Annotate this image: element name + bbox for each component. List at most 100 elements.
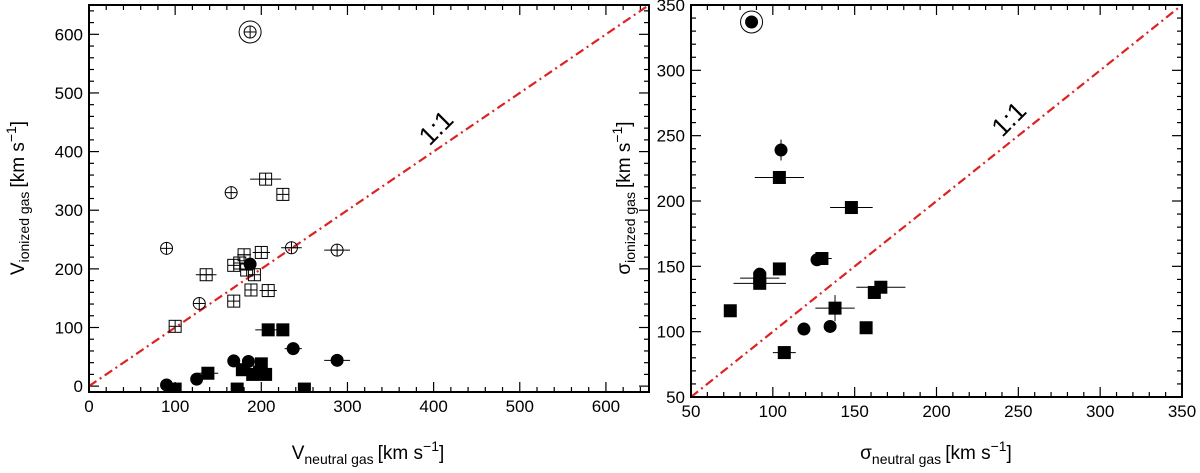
filled-square-point	[772, 262, 786, 276]
filled-square-point	[754, 170, 804, 184]
left-y-axis-sup: −1	[3, 126, 19, 142]
right-y-axis-close: ]	[614, 121, 635, 126]
open-circle-point	[192, 296, 206, 310]
left-x-axis-sub: neutral gas	[304, 451, 373, 467]
filled-square-point	[197, 366, 219, 380]
filled-circle-point	[823, 319, 837, 333]
filled-square-point	[815, 295, 855, 322]
y-tick-label: 200	[657, 192, 685, 211]
right-y-axis-main: σ	[614, 263, 635, 275]
y-tick-label: 300	[657, 61, 685, 80]
left-x-axis-main: V	[292, 443, 305, 464]
filled-circle-point	[324, 353, 351, 367]
y-tick-label: 50	[666, 388, 685, 407]
one-to-one-line	[89, 5, 649, 388]
y-tick-label: 150	[657, 257, 685, 276]
right-y-axis-title: σionized gas [km s−1]	[609, 121, 638, 274]
right-x-axis-unit: [km s	[945, 443, 990, 464]
left-one-to-one-label: 1:1	[412, 104, 459, 151]
open-square-point	[244, 283, 258, 297]
right-y-axis-sub: ionized gas	[622, 192, 638, 263]
open-square-point	[240, 263, 254, 277]
open-square-point	[227, 294, 241, 308]
x-tick-label: 300	[1086, 402, 1114, 421]
x-tick-label: 150	[840, 402, 868, 421]
y-tick-label: 300	[55, 201, 83, 220]
filled-square-point	[276, 323, 290, 337]
y-tick-label: 350	[657, 0, 685, 15]
right-y-axis-sup: −1	[609, 126, 625, 142]
y-tick-label: 100	[657, 323, 685, 342]
open-circle-point	[160, 241, 174, 255]
left-plot-frame	[88, 4, 650, 393]
x-tick-label: 200	[922, 402, 950, 421]
x-tick-label: 200	[247, 397, 275, 416]
left-y-axis-unit: [km s	[8, 142, 29, 187]
y-tick-label: 600	[55, 25, 83, 44]
filled-square-point	[859, 321, 873, 335]
filled-square-point	[812, 251, 832, 265]
filled-square-point	[168, 382, 182, 392]
right-x-axis-close: ]	[1007, 443, 1012, 464]
open-square-point	[195, 268, 217, 282]
ringed-circle-point	[740, 10, 764, 34]
right-x-axis-sub: neutral gas	[872, 451, 941, 467]
right-x-axis-sup: −1	[991, 438, 1007, 454]
filled-circle-point	[284, 342, 302, 356]
left-x-axis-sup: −1	[423, 438, 439, 454]
x-tick-label: 0	[84, 397, 93, 416]
right-plot-area	[691, 5, 1182, 397]
x-tick-label: 350	[1168, 402, 1196, 421]
filled-square-point	[230, 382, 244, 392]
y-tick-label: 250	[657, 127, 685, 146]
ringed-circle-point	[238, 20, 262, 44]
filled-square-point	[255, 323, 282, 337]
x-tick-label: 250	[1004, 402, 1032, 421]
filled-square-point	[772, 346, 796, 360]
filled-square-point	[856, 280, 906, 294]
open-circle-point	[324, 243, 351, 257]
y-tick-label: 500	[55, 84, 83, 103]
left-x-axis-unit: [km s	[378, 443, 423, 464]
right-x-axis-title: σneutral gas [km s−1]	[860, 438, 1012, 467]
left-y-axis-main: V	[8, 262, 29, 275]
left-y-axis-title: Vionized gas [km s−1]	[3, 121, 32, 275]
y-tick-label: 0	[74, 377, 83, 396]
right-x-axis-main: σ	[860, 443, 872, 464]
open-square-point	[247, 268, 261, 282]
filled-square-point	[740, 271, 780, 285]
left-x-axis-title: Vneutral gas [km s−1]	[292, 438, 445, 467]
one-to-one-line	[691, 5, 1182, 397]
x-tick-label: 100	[759, 402, 787, 421]
open-square-point	[252, 245, 270, 259]
x-tick-label: 50	[682, 402, 701, 421]
filled-circle-point	[797, 322, 811, 336]
filled-circle-point	[774, 139, 788, 161]
open-square-point	[168, 319, 182, 333]
x-tick-label: 300	[333, 397, 361, 416]
filled-square-point	[297, 382, 311, 392]
open-square-point	[250, 172, 282, 186]
filled-square-point	[259, 367, 273, 381]
open-square-point	[233, 256, 247, 270]
x-tick-label: 400	[419, 397, 447, 416]
x-tick-label: 600	[592, 397, 620, 416]
y-tick-label: 100	[55, 319, 83, 338]
filled-circle-point	[190, 372, 204, 386]
filled-square-point	[723, 304, 737, 318]
left-panel: 1:1 Vneutral gas [km s−1] Vionized gas[km…	[3, 4, 650, 467]
open-square-point	[259, 284, 277, 298]
open-circle-point	[281, 241, 302, 255]
right-y-axis-unit: [km s	[614, 143, 635, 188]
x-tick-label: 100	[161, 397, 189, 416]
left-plot-area	[89, 5, 649, 392]
y-tick-label: 400	[55, 143, 83, 162]
filled-square-point	[830, 201, 873, 215]
x-tick-label: 500	[506, 397, 534, 416]
open-circle-point	[224, 186, 238, 200]
open-square-point	[237, 248, 251, 262]
left-x-axis-close: ]	[439, 443, 444, 464]
left-y-axis-close: ]	[8, 121, 29, 126]
right-panel: 1:1 σneutral gas [km s−1] σionized gas[km…	[609, 0, 1196, 467]
